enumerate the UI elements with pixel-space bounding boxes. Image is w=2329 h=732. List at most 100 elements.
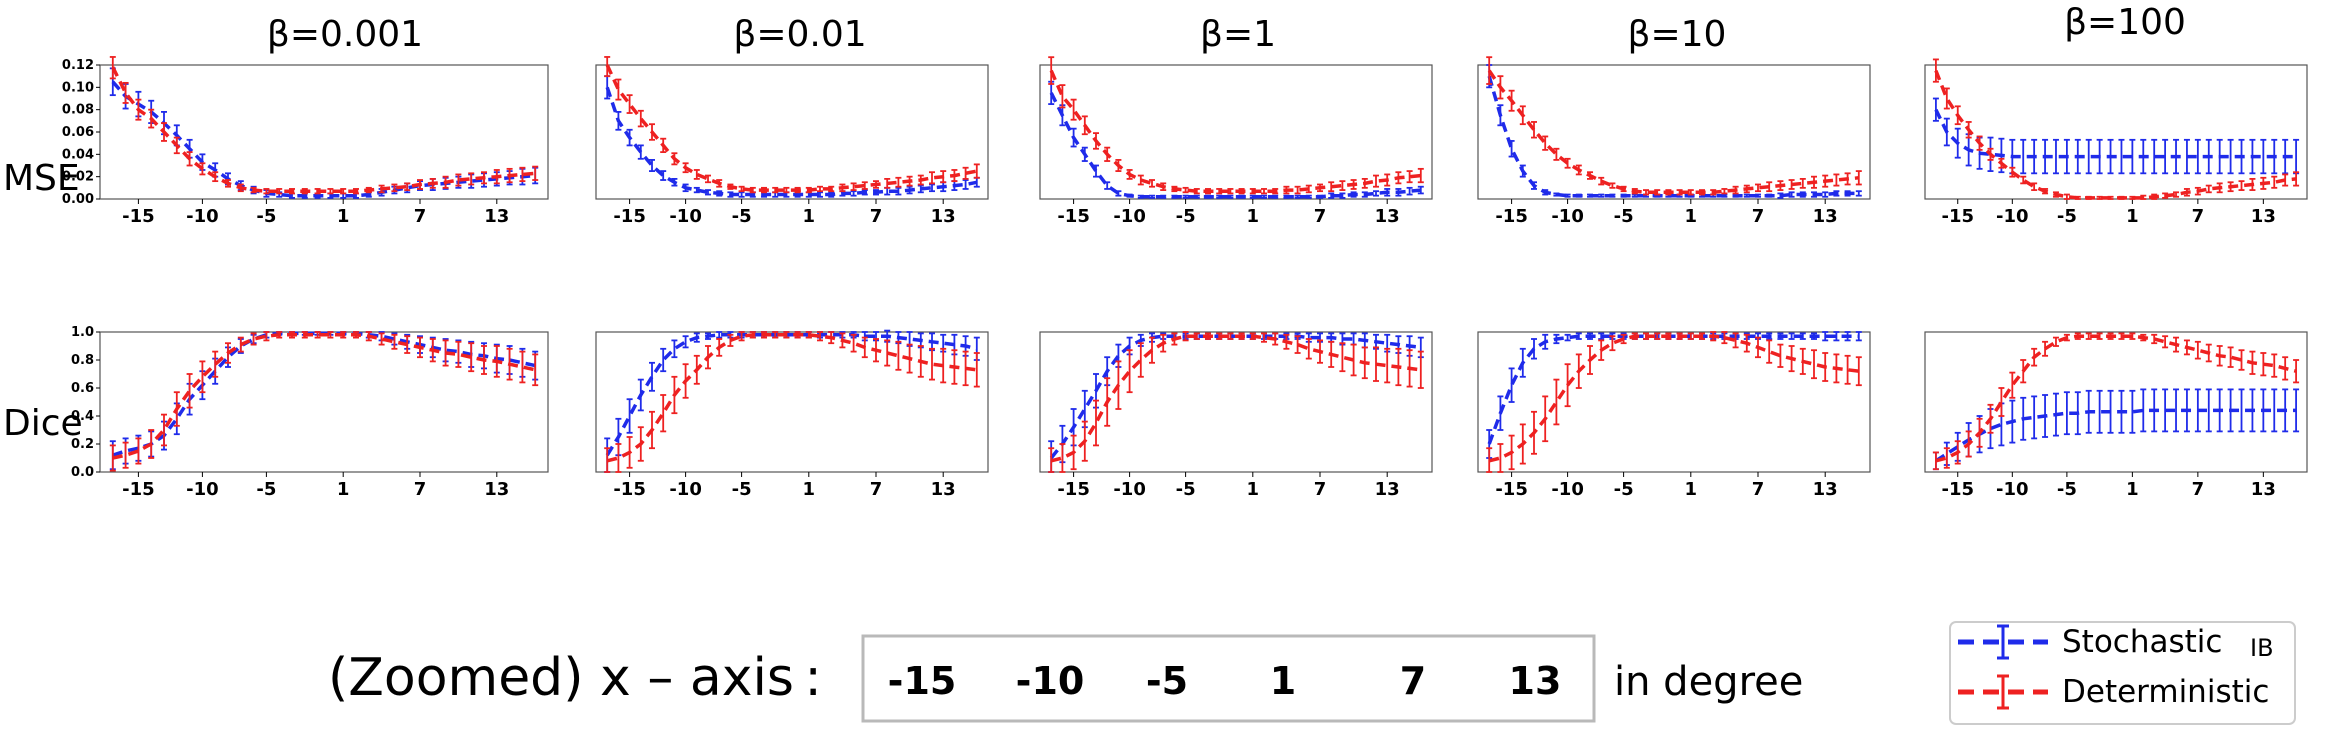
x-tick-label: 7: [1752, 206, 1765, 227]
zoomed-tick: 1: [1270, 659, 1296, 703]
x-tick-label: -10: [1996, 479, 2029, 500]
y-tick-label: 0.00: [62, 192, 94, 207]
title-beta-1: β=1: [1200, 14, 1276, 55]
x-tick-label: 13: [2251, 479, 2276, 500]
x-tick-label: 1: [803, 206, 816, 227]
legend-box: [1949, 621, 2296, 725]
x-tick-label: -15: [122, 479, 155, 500]
chart-panel-dice-4: -15 -10 -5 1 7 13: [1924, 331, 2308, 500]
series-line-deterministic: [1487, 69, 1859, 195]
row-label-dice: Dice: [3, 403, 83, 444]
x-tick-label: -15: [1941, 479, 1974, 500]
title-beta-0.01: β=0.01: [733, 14, 866, 55]
y-tick-label: 0.0: [71, 465, 94, 480]
x-tick-label: -15: [613, 206, 646, 227]
x-tick-label: -5: [1614, 206, 1634, 227]
x-tick-label: -15: [1057, 206, 1090, 227]
legend: Stochastic IB Deterministic: [1949, 621, 2296, 725]
x-tick-label: 13: [1813, 206, 1838, 227]
y-tick-label: 0.6: [71, 381, 94, 396]
series-line-deterministic: [1050, 334, 1422, 463]
zoomed-tick: -10: [1016, 659, 1085, 703]
chart-panel-dice-0: -15 -10 -5 1 7 13 0.0 0.2 0.4 0.6 0.8 1.0: [71, 325, 549, 500]
x-tick-label: 13: [2251, 206, 2276, 227]
legend-deterministic-label: Deterministic: [2062, 674, 2269, 710]
y-tick-label: 0.02: [62, 170, 94, 185]
x-tick-label: -10: [1113, 206, 1146, 227]
chart-panel-mse-2: -15 -10 -5 1 7 13: [1039, 56, 1433, 227]
chart-panel-mse-4: -15 -10 -5 1 7 13: [1924, 58, 2308, 227]
x-tick-label: 13: [1375, 206, 1400, 227]
chart-panel-dice-1: -15 -10 -5 1 7 13: [595, 329, 989, 500]
x-tick-label: 7: [2192, 206, 2205, 227]
x-tick-label: 13: [484, 479, 509, 500]
title-beta-10: β=10: [1628, 14, 1727, 55]
chart-panel-dice-3: -15 -10 -5 1 7 13: [1477, 331, 1871, 500]
x-tick-label: 7: [1314, 206, 1327, 227]
x-tick-label: -5: [256, 206, 276, 227]
x-tick-label: -15: [1495, 206, 1528, 227]
zoomed-axis-box: [861, 634, 1596, 723]
x-tick-label: -10: [1551, 479, 1584, 500]
row-label-mse: MSE: [3, 158, 80, 199]
series-line-stochastic: [111, 80, 536, 198]
y-tick-label: 0.2: [71, 437, 94, 452]
panel-grid: -15 -10 -5 1 7 13 0.00 0.02 0.04 0.06 0.08 0.10 0.12…: [62, 56, 2308, 500]
series-line-deterministic: [606, 333, 978, 463]
legend-stochastic-suffix: IB: [2250, 634, 2274, 662]
y-tick-label: 0.4: [71, 409, 94, 424]
x-tick-label: 7: [1314, 479, 1327, 500]
x-tick-label: 1: [1685, 479, 1698, 500]
plot-frame: [595, 64, 989, 200]
plot-frame: [1477, 64, 1871, 200]
x-tick-label: -5: [732, 479, 752, 500]
x-tick-label: -15: [1057, 479, 1090, 500]
series-line-deterministic: [605, 64, 978, 192]
series-line-deterministic: [111, 66, 536, 193]
x-tick-label: -15: [1495, 479, 1528, 500]
series-line-stochastic: [1049, 92, 1421, 199]
x-tick-label: -5: [2057, 479, 2077, 500]
y-tick-label: 0.08: [62, 103, 94, 118]
plot-frame: [1039, 331, 1433, 473]
x-tick-label: 7: [2192, 479, 2205, 500]
x-tick-label: 1: [2126, 479, 2139, 500]
x-tick-label: 1: [2126, 206, 2139, 227]
chart-panel-dice-2: -15 -10 -5 1 7 13: [1039, 331, 1433, 500]
unit-label: in degree: [1614, 659, 1803, 705]
series-line-deterministic: [1935, 334, 2297, 463]
chart-panel-mse-1: -15 -10 -5 1 7 13: [595, 56, 989, 227]
zoomed-tick: -15: [888, 659, 957, 703]
x-tick-label: -5: [732, 206, 752, 227]
series-line-stochastic: [1487, 75, 1859, 198]
x-tick-label: 13: [1375, 479, 1400, 500]
series-line-stochastic: [1487, 334, 1859, 445]
y-tick-label: 0.10: [62, 80, 94, 95]
series-line-deterministic: [1934, 69, 2297, 200]
x-tick-label: 13: [931, 479, 956, 500]
x-tick-label: -15: [122, 206, 155, 227]
plot-frame: [1477, 331, 1871, 473]
x-tick-label: -15: [613, 479, 646, 500]
x-tick-label: -10: [1551, 206, 1584, 227]
x-tick-label: 7: [870, 479, 883, 500]
series-line-stochastic: [1934, 408, 2297, 463]
x-tick-label: -5: [1176, 479, 1196, 500]
x-tick-label: -10: [1996, 206, 2029, 227]
series-line-stochastic: [1934, 108, 2297, 159]
title-beta-0.001: β=0.001: [267, 14, 423, 55]
zoomed-tick: -5: [1146, 659, 1188, 703]
plot-frame: [1924, 331, 2308, 473]
y-tick-label: 0.06: [62, 125, 94, 140]
x-tick-label: 7: [414, 206, 427, 227]
x-tick-label: 7: [870, 206, 883, 227]
x-tick-label: 7: [414, 479, 427, 500]
plot-frame: [1039, 64, 1433, 200]
x-tick-label: -10: [669, 206, 702, 227]
series-line-stochastic: [605, 333, 978, 457]
series-line-stochastic: [605, 86, 978, 197]
legend-stochastic-label: Stochastic: [2062, 624, 2222, 660]
zoomed-tick: 13: [1509, 659, 1562, 703]
x-tick-label: 1: [337, 206, 350, 227]
